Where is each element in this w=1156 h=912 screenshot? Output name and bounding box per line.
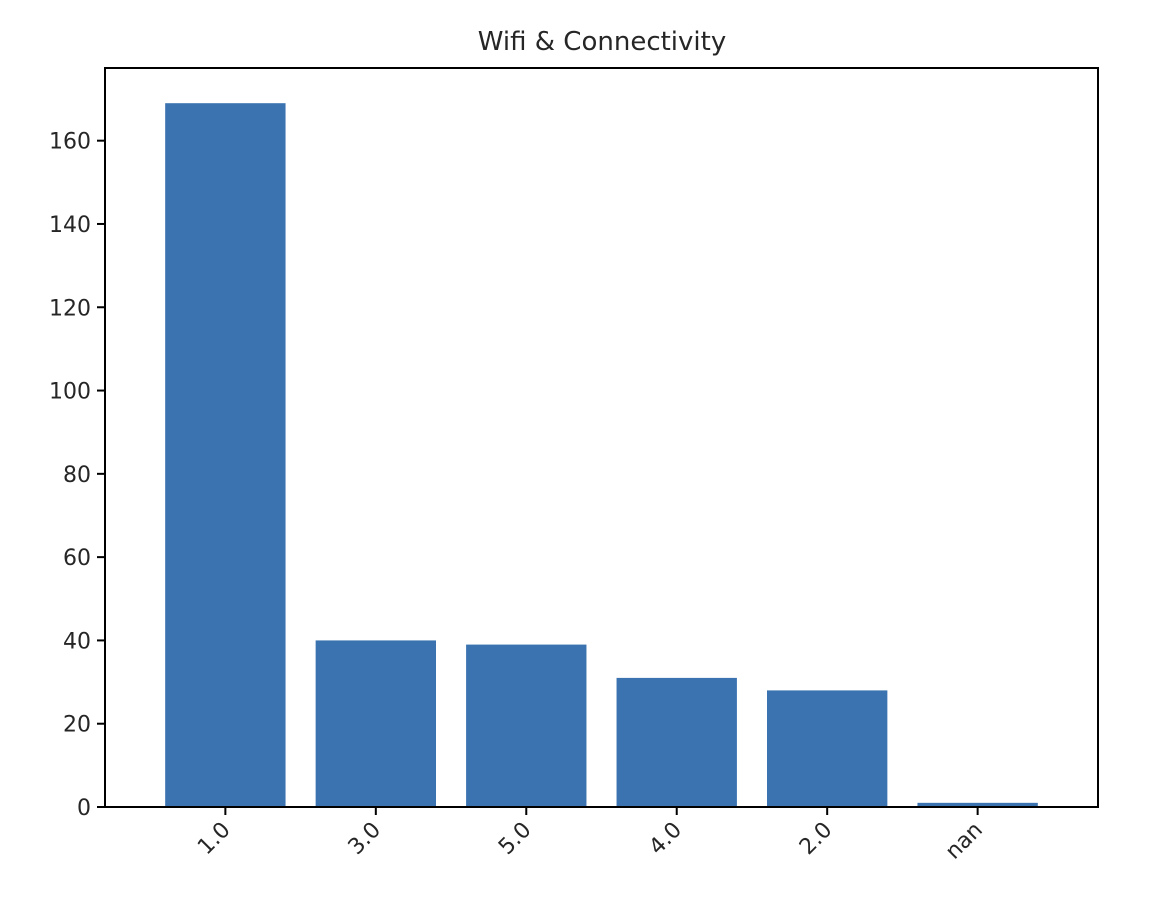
x-tick-label: 5.0: [494, 818, 536, 860]
bar-2-0: [767, 690, 888, 807]
y-tick-label: 140: [49, 213, 91, 238]
bar-nan: [917, 802, 1038, 807]
y-tick-label: 100: [49, 380, 91, 405]
y-tick-label: 160: [49, 130, 91, 155]
x-axis: 1.0 3.0 5.0 4.0 2.0 nan: [193, 807, 988, 864]
x-tick-label: 2.0: [795, 818, 837, 860]
bars-layer: [165, 103, 1038, 807]
x-tick-label: 3.0: [344, 818, 386, 860]
x-tick-label: 4.0: [645, 818, 687, 860]
y-tick-label: 20: [63, 713, 91, 738]
plot-frame: [104, 67, 1099, 808]
y-tick-label: 60: [63, 546, 91, 571]
bar-5-0: [466, 644, 587, 807]
chart-title: Wifi & Connectivity: [478, 27, 726, 57]
bar-4-0: [616, 677, 737, 807]
y-tick-label: 40: [63, 629, 91, 654]
y-axis: 0 20 40 60 80 100 120 140 160: [49, 130, 105, 821]
y-tick-label: 80: [63, 463, 91, 488]
x-tick-label: 1.0: [193, 818, 235, 860]
y-tick-label: 120: [49, 296, 91, 321]
bar-1-0: [165, 103, 286, 807]
y-tick-label: 0: [77, 796, 91, 821]
bar-3-0: [315, 640, 436, 807]
x-tick-label: nan: [941, 818, 988, 865]
